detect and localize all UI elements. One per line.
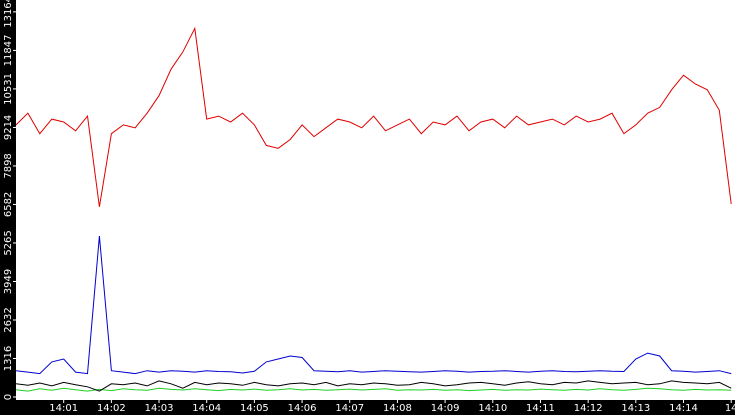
series-line — [15, 236, 732, 375]
series-line — [15, 26, 732, 207]
x-tick-label: 14:01 — [49, 403, 78, 414]
y-tick-label: 11847 — [3, 35, 14, 67]
x-tick-label: 14:03 — [145, 403, 174, 414]
x-tick-label: 14:04 — [192, 403, 221, 414]
x-tick-label: 14:09 — [431, 403, 460, 414]
y-tick-label: 0 — [3, 394, 14, 400]
x-tick-label: 14:10 — [478, 403, 507, 414]
x-tick-label: 14:12 — [574, 403, 603, 414]
x-tick-label: 14:05 — [240, 403, 269, 414]
x-tick-label: 14:13 — [621, 403, 650, 414]
series-line — [15, 380, 732, 392]
series-line — [15, 387, 732, 392]
y-tick-label: 3949 — [3, 269, 14, 294]
x-tick-label: 14:14 — [669, 403, 698, 414]
y-tick-label: 13164 — [3, 0, 14, 28]
y-tick-label: 1316 — [3, 346, 14, 371]
y-axis-strip — [0, 0, 16, 415]
x-tick-label: 14:02 — [97, 403, 126, 414]
y-tick-label: 2632 — [3, 307, 14, 332]
x-tick-label: 14 — [725, 403, 735, 414]
x-tick-label: 14:11 — [526, 403, 555, 414]
x-tick-label: 14:07 — [335, 403, 364, 414]
x-tick-label: 14:06 — [288, 403, 317, 414]
y-tick-label: 5265 — [3, 230, 14, 255]
y-tick-label: 7898 — [3, 153, 14, 178]
y-tick-label: 6582 — [3, 192, 14, 217]
x-tick-label: 14:08 — [383, 403, 412, 414]
y-tick-label: 9214 — [3, 115, 14, 140]
x-axis-strip — [0, 400, 735, 415]
y-tick-label: 10531 — [3, 73, 14, 105]
